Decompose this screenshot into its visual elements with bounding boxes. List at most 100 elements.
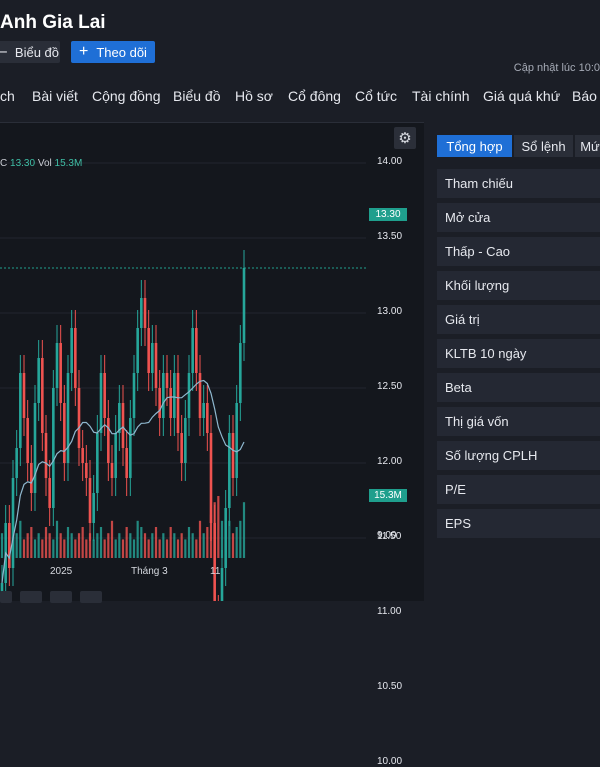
plus-icon: + — [79, 43, 89, 60]
volume-bar — [114, 539, 117, 558]
zoom-button[interactable] — [80, 591, 102, 603]
volume-bar — [8, 527, 11, 558]
nav-item-dividends[interactable]: Cổ tức — [355, 88, 398, 104]
last-price-tag: 13.30 — [369, 208, 407, 221]
stat-row-shares-outstanding: Số lượng CPLH — [437, 441, 600, 470]
price-chart[interactable] — [0, 123, 424, 764]
volume-bar — [4, 539, 7, 558]
volume-bar — [206, 527, 209, 558]
candle-body — [22, 373, 26, 418]
nav-item-finance[interactable]: Tài chính — [412, 88, 470, 104]
y-tick-label: 11.50 — [377, 531, 402, 542]
candle-body — [52, 388, 55, 508]
candle-body — [220, 568, 224, 688]
volume-bar — [22, 539, 26, 558]
candle-body — [239, 343, 242, 403]
candle-body — [235, 403, 238, 478]
volume-bar — [52, 539, 55, 558]
volume-bar — [55, 520, 59, 558]
volume-bar — [59, 533, 62, 558]
volume-bar — [118, 533, 121, 558]
nav-item-shareholders[interactable]: Cổ đông — [288, 88, 341, 104]
legend-close-value: 13.30 — [10, 158, 36, 169]
candle-body — [48, 478, 51, 508]
chart-panel[interactable] — [0, 122, 424, 764]
stat-row-reference: Tham chiếu — [437, 169, 600, 198]
candle-body — [154, 343, 158, 388]
candle-body — [19, 373, 22, 448]
nav-item-posts[interactable]: Bài viết — [32, 88, 78, 104]
stat-row-beta: Beta — [437, 373, 600, 402]
update-time: Cập nhật lúc 10:0 — [513, 62, 600, 74]
candle-body — [70, 328, 73, 373]
volume-bar — [41, 539, 44, 558]
volume-bar — [129, 533, 132, 558]
nav-item-price-history[interactable]: Giá quá khứ — [483, 88, 561, 104]
volume-bar — [169, 527, 172, 558]
volume-bar — [213, 502, 216, 558]
candle-body — [81, 448, 84, 463]
volume-bar — [37, 533, 40, 558]
volume-bar — [77, 533, 81, 558]
moving-average-line — [1, 379, 245, 584]
volume-bar — [30, 527, 33, 558]
volume-bar — [165, 539, 169, 558]
candle-body — [228, 433, 231, 508]
follow-button[interactable]: + Theo dõi — [71, 41, 155, 63]
volume-bar — [66, 527, 70, 558]
candle-body — [209, 433, 213, 523]
volume-bar — [147, 539, 150, 558]
nav-item-overview[interactable]: ch — [0, 88, 15, 104]
candle-body — [198, 373, 202, 418]
candle-body — [59, 343, 62, 403]
x-tick-label: 2025 — [50, 566, 73, 577]
volume-bar — [110, 520, 114, 558]
nav-item-profile[interactable]: Hồ sơ — [235, 88, 273, 104]
volume-bar — [154, 527, 158, 558]
y-tick-label: 13.00 — [377, 306, 403, 317]
volume-bar — [15, 533, 18, 558]
volume-bar — [191, 533, 194, 558]
candle-body — [26, 418, 29, 463]
candle-body — [74, 328, 77, 388]
zoom-button[interactable] — [20, 591, 42, 603]
volume-bar — [217, 496, 220, 558]
y-tick-label: 10.50 — [377, 681, 403, 692]
candle-body — [173, 373, 176, 418]
volume-bar — [140, 527, 143, 558]
candle-body — [169, 388, 172, 418]
candle-body — [165, 373, 169, 388]
volume-bar — [224, 527, 227, 558]
tab-order-book[interactable]: Sổ lệnh — [514, 135, 573, 157]
volume-bar — [85, 539, 88, 558]
candle-body — [103, 373, 106, 418]
chart-settings-button[interactable]: ⚙ — [394, 127, 416, 149]
nav-item-reports[interactable]: Báo c — [572, 88, 600, 104]
candle-body — [99, 373, 103, 433]
candle-body — [114, 433, 117, 478]
x-tick-label: 11 — [210, 566, 221, 577]
tab-summary[interactable]: Tổng hợp — [437, 135, 512, 157]
zoom-button[interactable] — [50, 591, 72, 603]
candle-body — [88, 478, 92, 523]
candle-body — [77, 388, 81, 448]
candle-body — [107, 418, 110, 463]
candle-body — [184, 418, 187, 463]
volume-bar — [11, 539, 15, 558]
stat-row-low-high: Thấp - Cao — [437, 237, 600, 266]
zoom-button[interactable] — [0, 591, 12, 603]
volume-bar — [209, 514, 213, 558]
nav-item-chart[interactable]: Biểu đồ — [173, 88, 221, 104]
volume-bar — [44, 527, 48, 558]
candle-body — [44, 433, 48, 478]
candle-body — [147, 328, 150, 373]
candle-body — [151, 343, 154, 373]
chart-button[interactable]: – Biểu đồ — [0, 41, 60, 63]
volume-bar — [136, 520, 139, 558]
nav-item-community[interactable]: Cộng đồng — [92, 88, 161, 104]
tab-more[interactable]: Mứ — [575, 135, 600, 157]
candle-body — [187, 373, 191, 418]
stat-row-eps: EPS — [437, 509, 600, 538]
candle-body — [15, 448, 18, 478]
candle-body — [195, 328, 198, 373]
